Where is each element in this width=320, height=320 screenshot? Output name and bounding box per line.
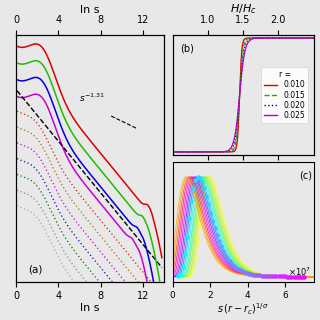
Point (274, 274, 279, 279)
Point (182, 252, 187, 257)
Point (265, 274, 270, 279)
Point (220, 248, 226, 253)
Point (193, 178, 198, 183)
Text: (a): (a) (28, 264, 42, 274)
Point (291, 274, 296, 279)
Point (276, 274, 281, 279)
Point (284, 274, 290, 279)
Point (283, 274, 288, 279)
Point (176, 274, 181, 279)
Point (216, 238, 221, 244)
X-axis label: $H/H_c$: $H/H_c$ (230, 3, 256, 17)
Point (184, 234, 189, 239)
Point (248, 272, 253, 277)
Point (278, 274, 283, 279)
Point (238, 268, 243, 273)
Text: $s^{-1.31}$: $s^{-1.31}$ (79, 92, 105, 104)
Point (225, 256, 230, 261)
Text: $\times 10^7$: $\times 10^7$ (288, 266, 311, 278)
Point (300, 274, 305, 279)
X-axis label: $s\,(r-r_c)^{1/\sigma}$: $s\,(r-r_c)^{1/\sigma}$ (217, 302, 269, 317)
Point (270, 274, 275, 279)
Point (191, 185, 196, 190)
Point (255, 273, 260, 278)
Point (201, 186, 206, 191)
Point (272, 274, 277, 279)
Point (240, 269, 245, 274)
Legend: 0.010, 0.015, 0.020, 0.025: 0.010, 0.015, 0.020, 0.025 (261, 67, 308, 123)
Point (236, 267, 241, 272)
Point (204, 194, 209, 199)
Point (229, 261, 234, 266)
Point (178, 272, 183, 277)
Point (187, 215, 192, 220)
Point (257, 273, 262, 278)
Point (263, 273, 268, 278)
Point (297, 274, 302, 279)
Point (252, 272, 258, 277)
Point (180, 265, 185, 270)
Text: (c): (c) (300, 170, 313, 180)
Point (206, 202, 211, 207)
Point (287, 274, 292, 279)
Point (295, 274, 300, 279)
Point (289, 274, 294, 279)
Point (195, 174, 200, 180)
Point (261, 273, 266, 278)
Point (268, 274, 273, 279)
Point (227, 259, 232, 264)
Point (293, 274, 298, 279)
Point (242, 270, 247, 275)
Point (223, 252, 228, 257)
Point (212, 225, 217, 230)
Point (210, 218, 215, 223)
Text: (b): (b) (180, 44, 194, 53)
Point (233, 265, 238, 270)
Point (214, 232, 219, 237)
Point (219, 244, 224, 249)
Point (246, 271, 251, 276)
Point (302, 274, 307, 279)
Point (244, 270, 249, 276)
Point (259, 273, 264, 278)
X-axis label: ln s: ln s (80, 5, 100, 15)
Point (188, 198, 194, 204)
Point (199, 180, 204, 185)
Point (208, 210, 213, 215)
X-axis label: ln s: ln s (80, 303, 100, 313)
Point (280, 274, 285, 279)
Point (197, 175, 202, 180)
Point (251, 272, 256, 277)
Point (231, 263, 236, 268)
